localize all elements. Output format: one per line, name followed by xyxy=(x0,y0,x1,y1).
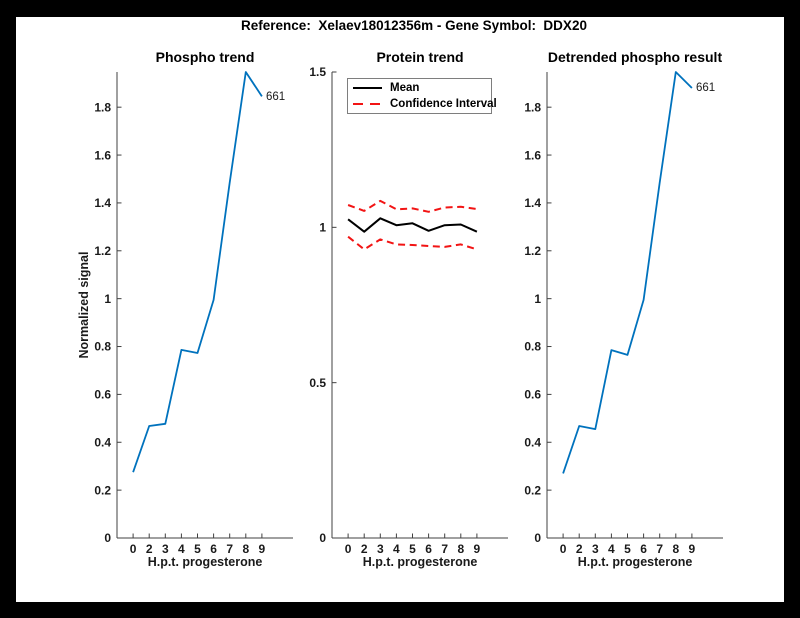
y-tick-label: 0 xyxy=(319,531,326,545)
figure-canvas xyxy=(16,17,784,602)
legend-label-confidence-interval: Confidence Interval xyxy=(390,98,497,111)
legend-label-mean: Mean xyxy=(390,81,420,94)
x-tick-label: 6 xyxy=(425,542,432,556)
x-tick-label: 9 xyxy=(689,542,696,556)
y-tick-label: 1.6 xyxy=(524,148,541,162)
y-tick-label: 0.4 xyxy=(94,435,111,449)
x-tick-label: 5 xyxy=(194,542,201,556)
y-tick-label: 0.4 xyxy=(524,435,541,449)
phospho-signal-line xyxy=(132,71,263,473)
x-tick-label: 0 xyxy=(130,542,137,556)
x-tick-label: 3 xyxy=(162,542,169,556)
x-tick-label: 5 xyxy=(624,542,631,556)
y-tick-label: 0.6 xyxy=(94,388,111,402)
figure-suptitle: Reference: Xelaev18012356m - Gene Symbol… xyxy=(241,18,587,33)
x-tick-label: 5 xyxy=(409,542,416,556)
x-tick-label: 2 xyxy=(146,542,153,556)
x-tick-label: 8 xyxy=(672,542,679,556)
x-tick-label: 6 xyxy=(210,542,217,556)
y-tick-label: 0.8 xyxy=(94,340,111,354)
y-tick-label: 1.4 xyxy=(524,196,541,210)
phospho-trend-plot: 00.20.40.60.811.21.41.61.80 2 3 4 5 6 7 8 9 xyxy=(94,71,293,556)
x-axis-label-detrended: H.p.t. progesterone xyxy=(577,555,693,569)
x-tick-label: 2 xyxy=(361,542,368,556)
legend-entry-mean: Mean xyxy=(353,80,491,95)
protein-trend-plot: 00.511.50 2 3 4 5 6 7 8 9 xyxy=(309,65,508,556)
mean-line xyxy=(347,217,478,233)
x-tick-label: 7 xyxy=(226,542,233,556)
x-tick-label: 4 xyxy=(608,542,615,556)
y-tick-label: 0.2 xyxy=(524,483,541,497)
x-tick-label: 7 xyxy=(441,542,448,556)
x-tick-label: 9 xyxy=(474,542,481,556)
x-tick-label: 2 xyxy=(576,542,583,556)
confidence-interval-lower-line xyxy=(347,235,478,251)
y-tick-label: 0 xyxy=(104,531,111,545)
y-tick-label: 1 xyxy=(104,292,111,306)
subplot-title-protein-trend: Protein trend xyxy=(376,49,464,65)
y-tick-label: 1.5 xyxy=(309,65,326,79)
y-tick-label: 1.8 xyxy=(524,100,541,114)
y-tick-label: 1 xyxy=(319,221,326,235)
y-tick-label: 1.8 xyxy=(94,100,111,114)
y-tick-label: 1.6 xyxy=(94,148,111,162)
y-tick-label: 0.6 xyxy=(524,388,541,402)
y-tick-label: 1.2 xyxy=(94,244,111,258)
y-tick-label: 0.2 xyxy=(94,483,111,497)
x-tick-label: 4 xyxy=(393,542,400,556)
y-tick-label: 0 xyxy=(534,531,541,545)
y-tick-label: 0.8 xyxy=(524,340,541,354)
x-tick-label: 4 xyxy=(178,542,185,556)
x-axis-label-phospho: H.p.t. progesterone xyxy=(147,555,263,569)
y-tick-label: 0.5 xyxy=(309,376,326,390)
subplot-title-phospho-trend: Phospho trend xyxy=(155,49,255,65)
data-point-label-661-phospho: 661 xyxy=(266,91,286,103)
x-tick-label: 8 xyxy=(457,542,464,556)
mean-line-sample-icon xyxy=(353,86,382,90)
detrended-phospho-plot: 00.20.40.60.811.21.41.61.80 2 3 4 5 6 7 8 9 xyxy=(524,71,723,556)
x-tick-label: 7 xyxy=(656,542,663,556)
x-tick-label: 3 xyxy=(377,542,384,556)
x-tick-label: 8 xyxy=(242,542,249,556)
legend-box: Mean Confidence Interval xyxy=(347,78,497,114)
confidence-interval-upper-line xyxy=(347,199,478,213)
confidence-interval-dash-sample-icon xyxy=(353,102,382,106)
x-tick-label: 6 xyxy=(640,542,647,556)
legend-entry-confidence-interval: Confidence Interval xyxy=(353,97,497,112)
data-point-label-661-detrended: 661 xyxy=(696,82,716,94)
y-tick-label: 1.2 xyxy=(524,244,541,258)
y-tick-label: 1 xyxy=(534,292,541,306)
x-tick-label: 0 xyxy=(345,542,352,556)
x-axis-label-protein: H.p.t. progesterone xyxy=(362,555,478,569)
y-tick-label: 1.4 xyxy=(94,196,111,210)
detrended-phospho-signal-line xyxy=(562,71,693,474)
subplot-title-detrended-phospho: Detrended phospho result xyxy=(547,49,723,65)
x-tick-label: 3 xyxy=(592,542,599,556)
x-tick-label: 9 xyxy=(259,542,266,556)
x-tick-label: 0 xyxy=(560,542,567,556)
